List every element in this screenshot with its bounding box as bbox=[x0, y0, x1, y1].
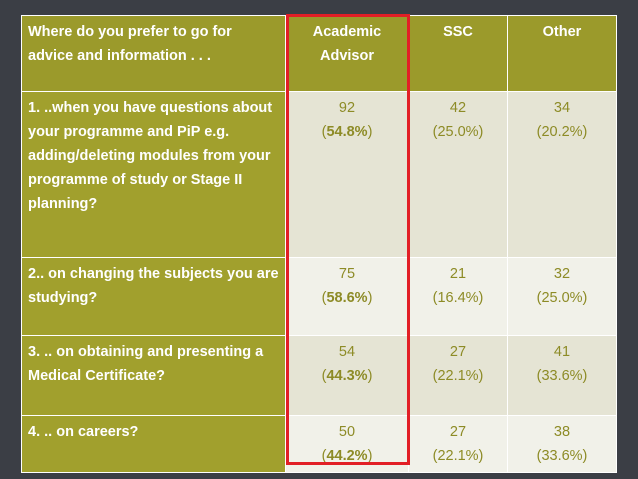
percent-bold: 58.6% bbox=[326, 290, 368, 306]
percent-bold: 54.8% bbox=[326, 124, 368, 140]
percent-value: (58.6%) bbox=[321, 290, 373, 306]
row-question: 1. ..when you have questions about your … bbox=[21, 91, 286, 258]
academic-advisor-cell: 92 (54.8%) bbox=[285, 91, 409, 258]
ssc-cell: 21 (16.4%) bbox=[408, 257, 508, 336]
percent-value: (44.2%) bbox=[321, 448, 373, 464]
other-cell: 41 (33.6%) bbox=[507, 335, 617, 416]
count-value: 50 bbox=[338, 424, 356, 440]
percent-value: (33.6%) bbox=[536, 368, 588, 384]
table-header-row: Where do you prefer to go for advice and… bbox=[21, 15, 617, 92]
table-row: 2.. on changing the subjects you are stu… bbox=[21, 257, 617, 336]
count-value: 34 bbox=[553, 100, 571, 116]
table-row: 3. .. on obtaining and presenting a Medi… bbox=[21, 335, 617, 416]
count-value: 32 bbox=[553, 266, 571, 282]
count-value: 41 bbox=[553, 344, 571, 360]
percent-value: (22.1%) bbox=[432, 368, 484, 384]
header-other: Other bbox=[507, 15, 617, 92]
row-question: 4. .. on careers? bbox=[21, 415, 286, 473]
count-value: 75 bbox=[338, 266, 356, 282]
count-value: 42 bbox=[449, 100, 467, 116]
count-value: 54 bbox=[338, 344, 356, 360]
percent-value: (44.3%) bbox=[321, 368, 373, 384]
count-value: 92 bbox=[338, 100, 356, 116]
other-cell: 34 (20.2%) bbox=[507, 91, 617, 258]
ssc-cell: 42 (25.0%) bbox=[408, 91, 508, 258]
row-question: 2.. on changing the subjects you are stu… bbox=[21, 257, 286, 336]
table-row: 1. ..when you have questions about your … bbox=[21, 91, 617, 258]
percent-bold: 44.3% bbox=[326, 368, 368, 384]
survey-table: Where do you prefer to go for advice and… bbox=[21, 15, 617, 473]
other-cell: 38 (33.6%) bbox=[507, 415, 617, 473]
other-cell: 32 (25.0%) bbox=[507, 257, 617, 336]
header-ssc: SSC bbox=[408, 15, 508, 92]
percent-value: (33.6%) bbox=[536, 448, 588, 464]
percent-bold: 44.2% bbox=[326, 448, 368, 464]
count-value: 27 bbox=[449, 344, 467, 360]
header-question: Where do you prefer to go for advice and… bbox=[21, 15, 286, 92]
header-academic-advisor: Academic Advisor bbox=[285, 15, 409, 92]
academic-advisor-cell: 75 (58.6%) bbox=[285, 257, 409, 336]
percent-value: (20.2%) bbox=[536, 124, 588, 140]
percent-value: (16.4%) bbox=[432, 290, 484, 306]
academic-advisor-cell: 50 (44.2%) bbox=[285, 415, 409, 473]
percent-value: (25.0%) bbox=[536, 290, 588, 306]
table-row: 4. .. on careers? 50 (44.2%) 27 (22.1%) … bbox=[21, 415, 617, 473]
count-value: 27 bbox=[449, 424, 467, 440]
row-question: 3. .. on obtaining and presenting a Medi… bbox=[21, 335, 286, 416]
academic-advisor-cell: 54 (44.3%) bbox=[285, 335, 409, 416]
count-value: 38 bbox=[553, 424, 571, 440]
percent-value: (25.0%) bbox=[432, 124, 484, 140]
count-value: 21 bbox=[449, 266, 467, 282]
percent-value: (54.8%) bbox=[321, 124, 373, 140]
ssc-cell: 27 (22.1%) bbox=[408, 335, 508, 416]
ssc-cell: 27 (22.1%) bbox=[408, 415, 508, 473]
percent-value: (22.1%) bbox=[432, 448, 484, 464]
